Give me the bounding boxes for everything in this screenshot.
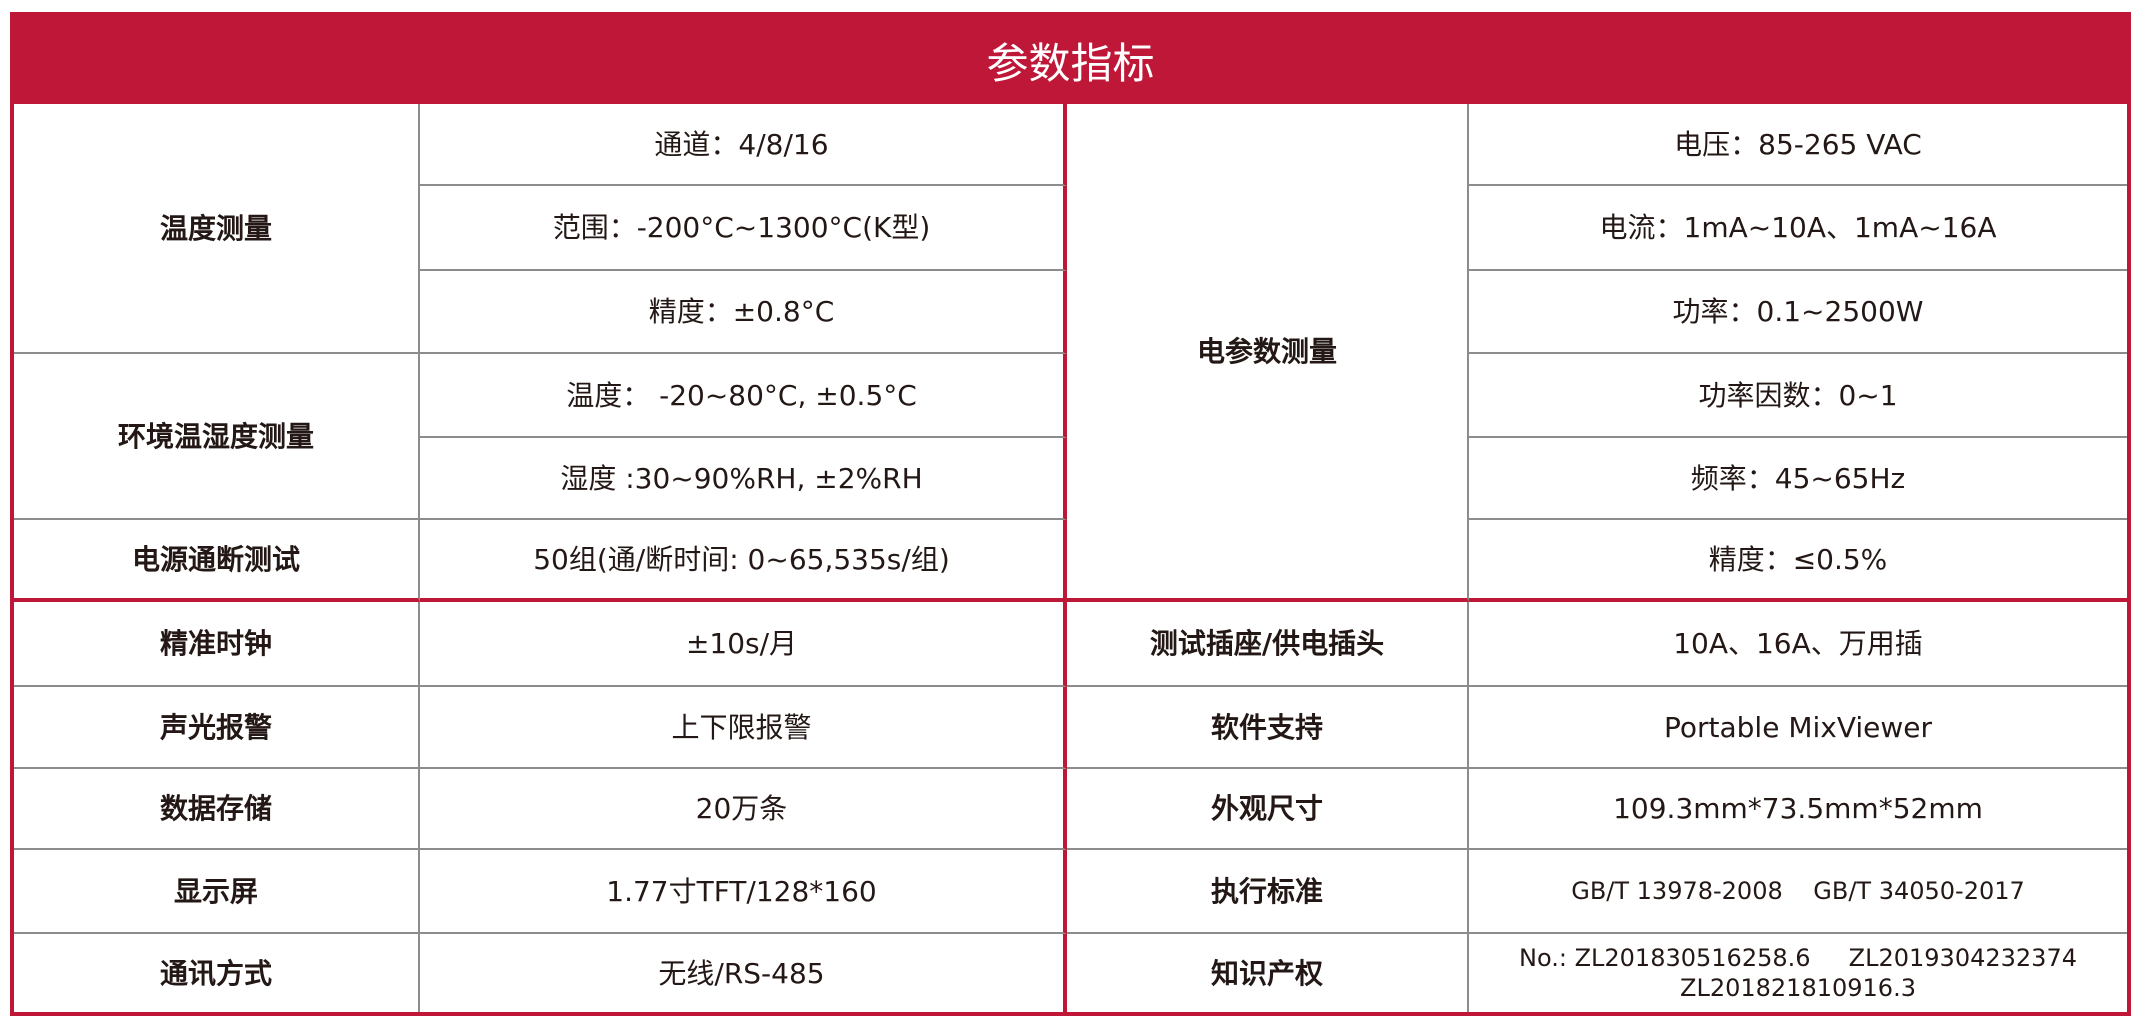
value-current: 电流：1mA~10A、1mA~16A	[1469, 186, 2127, 271]
row-label-temperature: 温度测量	[14, 104, 420, 354]
row-label: 软件支持	[1067, 687, 1469, 769]
row-value: 1.77寸TFT/128*160	[420, 850, 1067, 934]
value-env-humidity: 湿度 :30~90%RH, ±2%RH	[420, 438, 1067, 520]
value-elec-accuracy: 精度：≤0.5%	[1469, 520, 2127, 602]
value-voltage: 电压：85-265 VAC	[1469, 104, 2127, 186]
value-range: 范围：-200°C~1300°C(K型)	[420, 186, 1067, 271]
value-power-switch: 50组(通/断时间: 0~65,535s/组)	[420, 520, 1067, 602]
value-power-factor: 功率因数：0~1	[1469, 354, 2127, 438]
row-label: 通讯方式	[14, 934, 420, 1012]
row-value: 上下限报警	[420, 687, 1067, 769]
row-label-power-switch: 电源通断测试	[14, 520, 420, 602]
row-value: 109.3mm*73.5mm*52mm	[1469, 769, 2127, 850]
patent-line-2: ZL201821810916.3	[1680, 974, 1916, 1002]
value-accuracy: 精度：±0.8°C	[420, 271, 1067, 354]
row-label: 精准时钟	[14, 602, 420, 687]
value-env-temp: 温度： -20~80°C, ±0.5°C	[420, 354, 1067, 438]
row-label: 执行标准	[1067, 850, 1469, 934]
row-label: 显示屏	[14, 850, 420, 934]
row-value: 无线/RS-485	[420, 934, 1067, 1012]
row-label-env: 环境温湿度测量	[14, 354, 420, 520]
row-label: 声光报警	[14, 687, 420, 769]
row-label: 数据存储	[14, 769, 420, 850]
spec-table: 参数指标 温度测量 通道：4/8/16 范围：-200°C~1300°C(K型)…	[10, 12, 2131, 1016]
row-value: 10A、16A、万用插	[1469, 602, 2127, 687]
row-label-electrical: 电参数测量	[1067, 104, 1469, 602]
row-value: GB/T 13978-2008 GB/T 34050-2017	[1469, 850, 2127, 934]
row-value: 20万条	[420, 769, 1067, 850]
row-label: 知识产权	[1067, 934, 1469, 1012]
row-label: 测试插座/供电插头	[1067, 602, 1469, 687]
patent-line-1: No.: ZL201830516258.6 ZL2019304232374	[1519, 944, 2077, 972]
row-value: ±10s/月	[420, 602, 1067, 687]
value-frequency: 频率：45~65Hz	[1469, 438, 2127, 520]
row-value: Portable MixViewer	[1469, 687, 2127, 769]
patent-cell: No.: ZL201830516258.6 ZL2019304232374 ZL…	[1469, 934, 2127, 1012]
value-power: 功率：0.1~2500W	[1469, 271, 2127, 354]
row-label: 外观尺寸	[1067, 769, 1469, 850]
value-channels: 通道：4/8/16	[420, 104, 1067, 186]
table-title: 参数指标	[14, 16, 2127, 104]
